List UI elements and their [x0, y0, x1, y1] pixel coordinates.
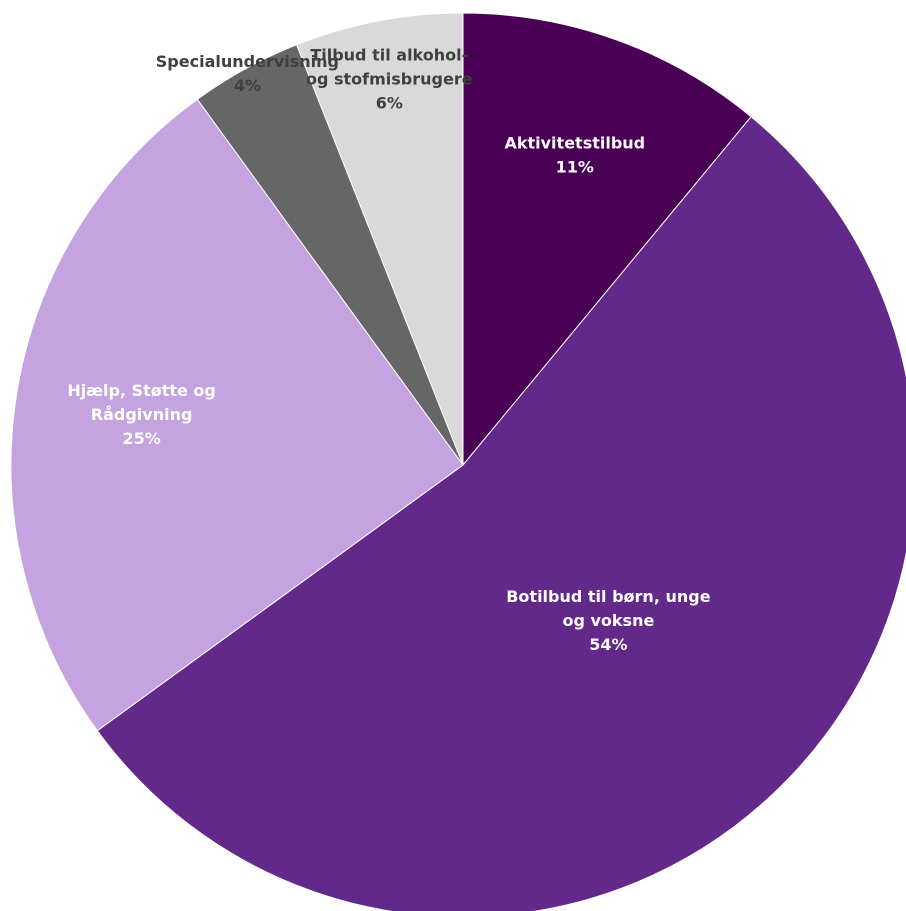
slice-category-label: Aktivitetstilbud	[504, 134, 645, 153]
slice-category-label: og voksne	[562, 611, 654, 630]
slice-label-1: Aktivitetstilbud 11%	[504, 134, 645, 177]
pie-slice-1	[462, 12, 752, 467]
slice-category-label: Rådgivning	[91, 405, 193, 424]
slice-label-4: Specialundervisning 4%	[156, 52, 339, 95]
slice-category-label: Hjælp, Støtte og	[67, 381, 216, 400]
pie-slice-5	[295, 12, 464, 466]
slice-value-label: 54%	[589, 635, 627, 654]
slice-category-label: Botilbud til børn, unge	[506, 587, 710, 606]
slice-label-3: Hjælp, Støtte og Rådgivning 25%	[67, 381, 216, 448]
slice-label-2: Botilbud til børn, unge og voksne 54%	[506, 587, 710, 654]
slice-value-label: 4%	[234, 76, 261, 95]
pie-slice-2	[96, 116, 906, 911]
slice-value-label: 25%	[122, 429, 160, 448]
slice-label-5: Tilbud til alkohol-og stofmisbrugere 6%	[306, 46, 473, 113]
pie-slices	[10, 12, 906, 911]
slice-category-label: Tilbud til alkohol-	[310, 46, 468, 65]
pie-labels: Aktivitetstilbud 11% Botilbud til børn, un…	[67, 46, 710, 654]
slice-category-label: og stofmisbrugere	[306, 70, 473, 89]
slice-category-label: Specialundervisning	[156, 52, 339, 71]
pie-slice-3	[10, 98, 464, 732]
slice-value-label: 6%	[376, 94, 403, 113]
slice-value-label: 11%	[556, 158, 594, 177]
